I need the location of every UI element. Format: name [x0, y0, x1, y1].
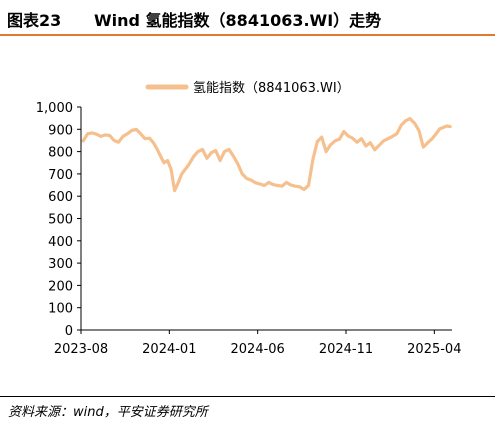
legend: 氢能指数（8841063.WI） — [145, 81, 350, 96]
y-tick-label: 100 — [48, 302, 73, 317]
y-tick-label: 500 — [48, 213, 73, 228]
x-tick-label: 2024-06 — [231, 342, 285, 357]
legend-label: 氢能指数（8841063.WI） — [193, 81, 350, 96]
y-axis-ticks: 0 100 200 300 400 500 600 700 800 900 1,000 — [36, 101, 81, 339]
y-tick-label: 900 — [48, 123, 73, 138]
figure-header: 图表23 Wind 氢能指数（8841063.WI）走势 — [0, 0, 495, 34]
x-tick-label: 2023-08 — [54, 342, 108, 357]
y-tick-label: 0 — [65, 324, 73, 339]
series-line-hydrogen-index — [81, 117, 452, 193]
y-tick-label: 600 — [48, 190, 73, 205]
x-tick-label: 2025-04 — [407, 342, 461, 357]
figure-number: 图表23 — [7, 11, 62, 30]
figure-title: Wind 氢能指数（8841063.WI）走势 — [94, 11, 382, 30]
x-axis-ticks: 2023-08 2024-01 2024-06 2024-11 2025-04 — [54, 330, 461, 357]
footer-rule — [0, 396, 495, 397]
header-rule — [0, 34, 495, 36]
y-tick-label: 400 — [48, 235, 73, 250]
line-chart: 氢能指数（8841063.WI） 0 100 200 300 400 500 600 700 8… — [36, 81, 462, 357]
y-tick-label: 300 — [48, 257, 73, 272]
x-tick-label: 2024-01 — [142, 342, 196, 357]
x-tick-label: 2024-11 — [319, 342, 373, 357]
y-tick-label: 700 — [48, 168, 73, 183]
y-tick-label: 800 — [48, 146, 73, 161]
y-tick-label: 1,000 — [36, 101, 73, 116]
y-tick-label: 200 — [48, 279, 73, 294]
source-note: 资料来源：wind，平安证券研究所 — [8, 405, 208, 420]
